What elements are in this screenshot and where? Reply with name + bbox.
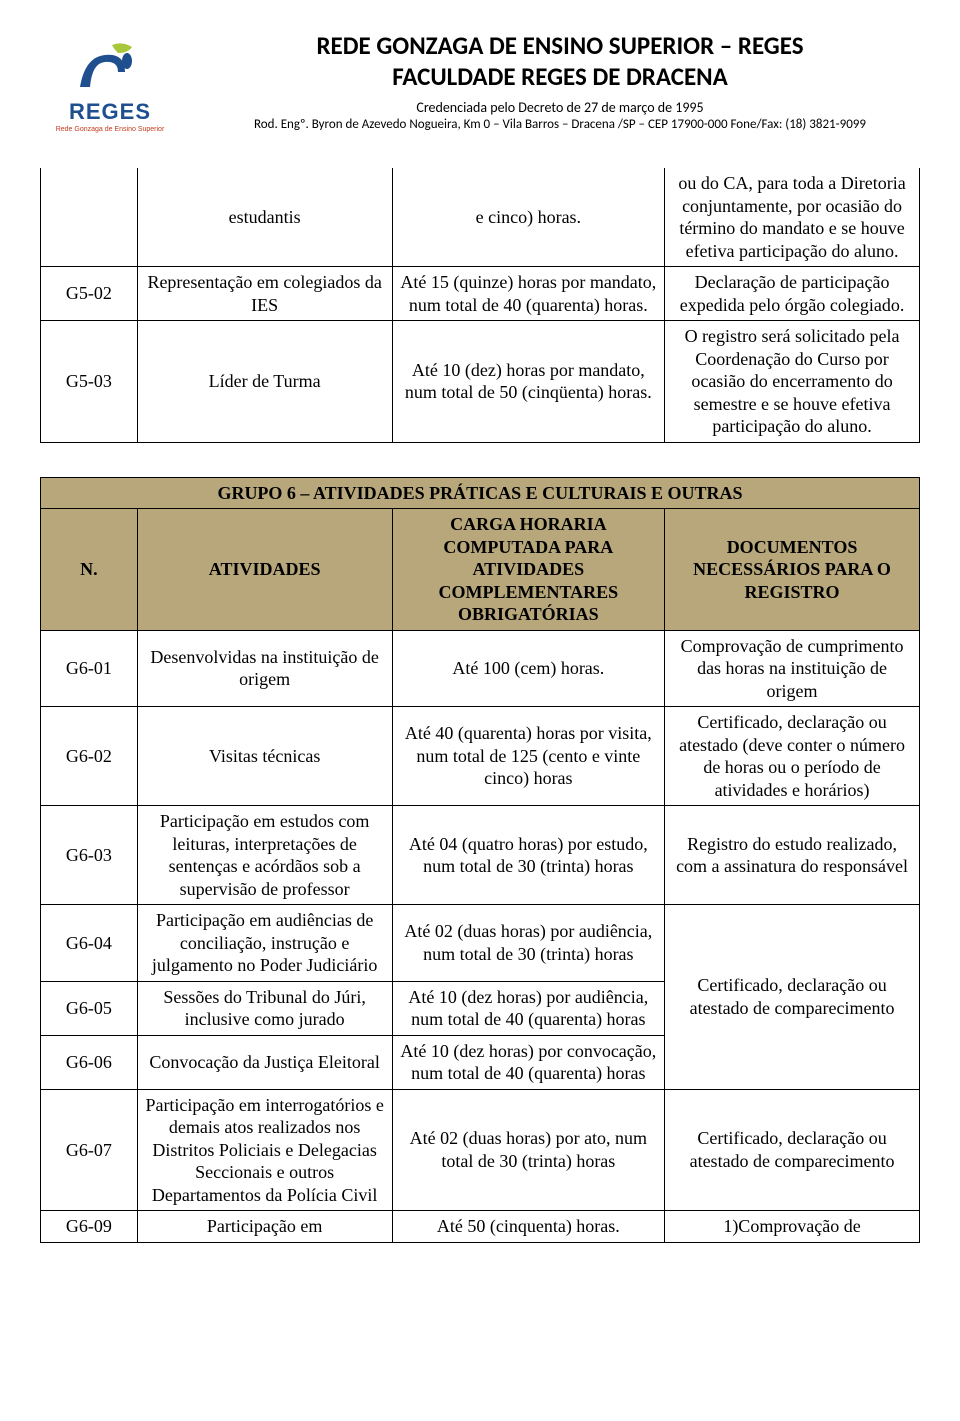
cell-hours: Até 04 (quatro horas) por estudo, num to…: [392, 806, 664, 905]
cell-docs: 1)Comprovação de: [665, 1211, 920, 1243]
cell-activity: estudantis: [137, 168, 392, 267]
header-address: Rod. Engº. Byron de Azevedo Nogueira, Km…: [200, 117, 920, 132]
cell-code: G5-02: [41, 267, 138, 321]
group-title-row: GRUPO 6 – ATIVIDADES PRÁTICAS E CULTURAI…: [41, 477, 920, 509]
cell-code: G6-02: [41, 707, 138, 806]
table-group6: GRUPO 6 – ATIVIDADES PRÁTICAS E CULTURAI…: [40, 477, 920, 1243]
table-row: G6-02 Visitas técnicas Até 40 (quarenta)…: [41, 707, 920, 806]
cell-hours: Até 02 (duas horas) por audiência, num t…: [392, 905, 664, 982]
column-header-row: N. ATIVIDADES CARGA HORARIA COMPUTADA PA…: [41, 509, 920, 631]
header-title-2: FACULDADE REGES DE DRACENA: [200, 61, 920, 92]
cell-hours: e cinco) horas.: [392, 168, 664, 267]
group-title: GRUPO 6 – ATIVIDADES PRÁTICAS E CULTURAI…: [41, 477, 920, 509]
cell-hours: Até 10 (dez horas) por convocação, num t…: [392, 1035, 664, 1089]
cell-activity: Representação em colegiados da IES: [137, 267, 392, 321]
cell-docs: Certificado, declaração ou atestado (dev…: [665, 707, 920, 806]
col-header-docs: DOCUMENTOS NECESSÁRIOS PARA O REGISTRO: [665, 509, 920, 631]
cell-docs: Comprovação de cumprimento das horas na …: [665, 630, 920, 707]
logo-text: REGES: [69, 99, 151, 125]
cell-activity: Participação em estudos com leituras, in…: [137, 806, 392, 905]
cell-docs: ou do CA, para toda a Diretoria conjunta…: [665, 168, 920, 267]
cell-activity: Participação em audiências de conciliaçã…: [137, 905, 392, 982]
cell-hours: Até 10 (dez) horas por mandato, num tota…: [392, 321, 664, 443]
logo-icon: [70, 37, 150, 97]
document-header: REGES Rede Gonzaga de Ensino Superior RE…: [40, 30, 920, 140]
cell-activity: Sessões do Tribunal do Júri, inclusive c…: [137, 981, 392, 1035]
table-row: G6-04 Participação em audiências de conc…: [41, 905, 920, 982]
cell-activity: Participação em: [137, 1211, 392, 1243]
cell-code: G5-03: [41, 321, 138, 443]
cell-activity: Visitas técnicas: [137, 707, 392, 806]
cell-code: G6-04: [41, 905, 138, 982]
table-row: G6-09 Participação em Até 50 (cinquenta)…: [41, 1211, 920, 1243]
col-header-activities: ATIVIDADES: [137, 509, 392, 631]
cell-activity: Líder de Turma: [137, 321, 392, 443]
cell-hours: Até 50 (cinquenta) horas.: [392, 1211, 664, 1243]
cell-hours: Até 15 (quinze) horas por mandato, num t…: [392, 267, 664, 321]
table-row: G6-03 Participação em estudos com leitur…: [41, 806, 920, 905]
table-row: G5-03 Líder de Turma Até 10 (dez) horas …: [41, 321, 920, 443]
table-group5-continuation: estudantis e cinco) horas. ou do CA, par…: [40, 168, 920, 443]
logo-subtext: Rede Gonzaga de Ensino Superior: [56, 126, 165, 133]
cell-code: [41, 168, 138, 267]
cell-docs: O registro será solicitado pela Coordena…: [665, 321, 920, 443]
cell-code: G6-09: [41, 1211, 138, 1243]
cell-hours: Até 40 (quarenta) horas por visita, num …: [392, 707, 664, 806]
col-header-hours: CARGA HORARIA COMPUTADA PARA ATIVIDADES …: [392, 509, 664, 631]
cell-docs: Registro do estudo realizado, com a assi…: [665, 806, 920, 905]
col-header-n: N.: [41, 509, 138, 631]
cell-activity: Participação em interrogatórios e demais…: [137, 1089, 392, 1211]
cell-activity: Convocação da Justiça Eleitoral: [137, 1035, 392, 1089]
cell-docs: Certificado, declaração ou atestado de c…: [665, 1089, 920, 1211]
table-row: estudantis e cinco) horas. ou do CA, par…: [41, 168, 920, 267]
table-row: G5-02 Representação em colegiados da IES…: [41, 267, 920, 321]
cell-code: G6-03: [41, 806, 138, 905]
cell-docs-merged: Certificado, declaração ou atestado de c…: [665, 905, 920, 1090]
cell-docs: Declaração de participação expedida pelo…: [665, 267, 920, 321]
cell-code: G6-06: [41, 1035, 138, 1089]
cell-code: G6-05: [41, 981, 138, 1035]
cell-code: G6-07: [41, 1089, 138, 1211]
cell-hours: Até 10 (dez horas) por audiência, num to…: [392, 981, 664, 1035]
cell-hours: Até 02 (duas horas) por ato, num total d…: [392, 1089, 664, 1211]
cell-hours: Até 100 (cem) horas.: [392, 630, 664, 707]
header-text-block: REDE GONZAGA DE ENSINO SUPERIOR – REGES …: [200, 30, 920, 132]
cell-code: G6-01: [41, 630, 138, 707]
cell-activity: Desenvolvidas na instituição de origem: [137, 630, 392, 707]
header-title-1: REDE GONZAGA DE ENSINO SUPERIOR – REGES: [200, 30, 920, 61]
header-credential: Credenciada pelo Decreto de 27 de março …: [200, 99, 920, 116]
logo: REGES Rede Gonzaga de Ensino Superior: [40, 30, 180, 140]
table-row: G6-01 Desenvolvidas na instituição de or…: [41, 630, 920, 707]
table-row: G6-07 Participação em interrogatórios e …: [41, 1089, 920, 1211]
